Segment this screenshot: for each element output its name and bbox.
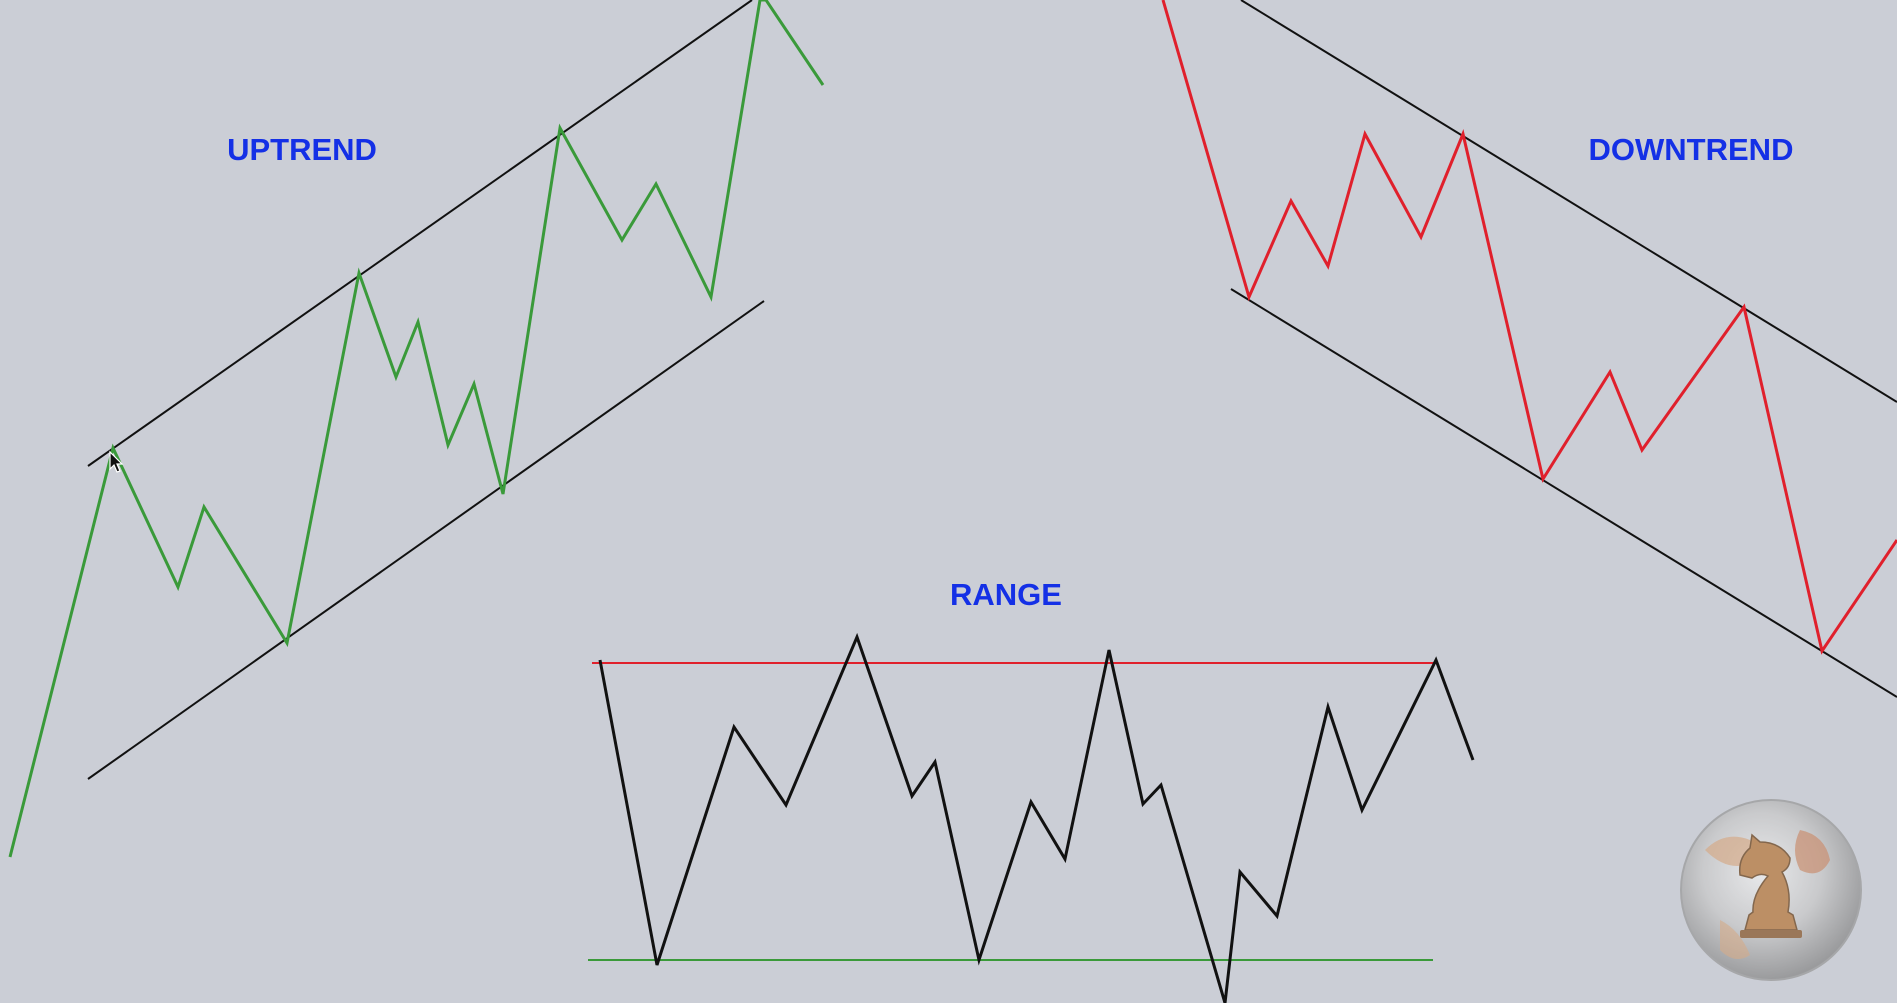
downtrend-price-line: [1161, 0, 1897, 655]
downtrend-panel: DOWNTREND: [1161, 0, 1897, 698]
mouse-pointer-icon: [109, 450, 124, 473]
downtrend-upper-channel-line: [1240, 0, 1897, 403]
knight-globe-logo: [1680, 799, 1862, 981]
uptrend-panel: UPTREND: [8, 0, 825, 858]
downtrend-lower-channel-line: [1230, 288, 1897, 698]
uptrend-lower-channel-line: [87, 300, 765, 780]
downtrend-title: DOWNTREND: [1589, 132, 1794, 167]
knight-icon: [1738, 833, 1798, 931]
range-price-line: [598, 632, 1475, 1003]
uptrend-price-line: [8, 0, 825, 858]
uptrend-upper-channel-line: [87, 0, 753, 467]
range-panel: RANGE: [588, 577, 1475, 1003]
uptrend-title: UPTREND: [227, 132, 377, 167]
range-title: RANGE: [950, 577, 1062, 612]
